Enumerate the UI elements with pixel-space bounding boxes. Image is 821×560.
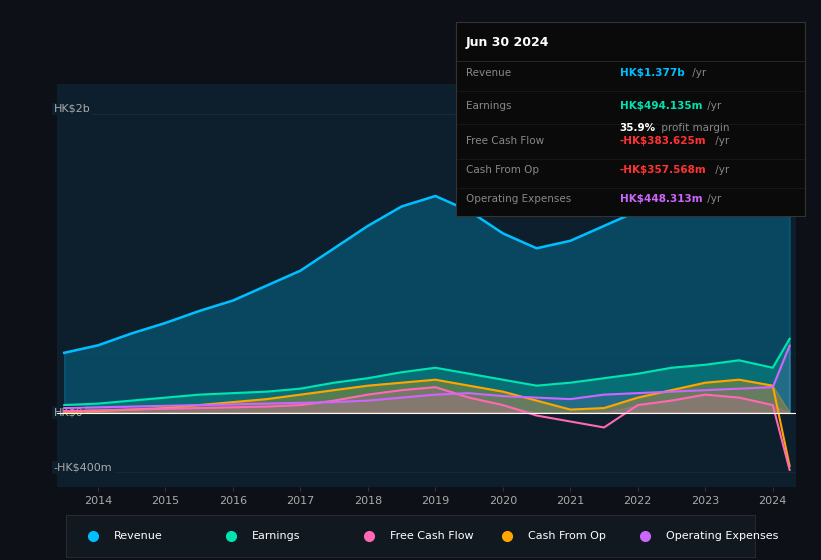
Text: -HK$400m: -HK$400m	[54, 462, 112, 472]
Text: -HK$383.625m: -HK$383.625m	[620, 136, 706, 146]
Text: /yr: /yr	[712, 165, 729, 175]
Text: HK$494.135m: HK$494.135m	[620, 101, 702, 111]
Text: HK$1.377b: HK$1.377b	[620, 68, 685, 78]
Text: Free Cash Flow: Free Cash Flow	[466, 136, 544, 146]
Text: Earnings: Earnings	[252, 531, 300, 541]
Text: /yr: /yr	[704, 194, 722, 204]
Text: Cash From Op: Cash From Op	[466, 165, 539, 175]
Text: HK$0: HK$0	[54, 408, 84, 418]
Text: Operating Expenses: Operating Expenses	[466, 194, 571, 204]
Text: HK$2b: HK$2b	[54, 104, 90, 114]
Text: HK$448.313m: HK$448.313m	[620, 194, 702, 204]
Text: /yr: /yr	[704, 101, 722, 111]
Text: /yr: /yr	[712, 136, 729, 146]
Text: Jun 30 2024: Jun 30 2024	[466, 36, 549, 49]
Text: Revenue: Revenue	[114, 531, 163, 541]
Text: Cash From Op: Cash From Op	[528, 531, 606, 541]
Text: Operating Expenses: Operating Expenses	[666, 531, 778, 541]
Text: Revenue: Revenue	[466, 68, 511, 78]
Text: Earnings: Earnings	[466, 101, 511, 111]
Text: 35.9%: 35.9%	[620, 123, 656, 133]
Text: Free Cash Flow: Free Cash Flow	[390, 531, 474, 541]
Text: profit margin: profit margin	[658, 123, 730, 133]
Text: -HK$357.568m: -HK$357.568m	[620, 165, 706, 175]
Text: /yr: /yr	[689, 68, 706, 78]
